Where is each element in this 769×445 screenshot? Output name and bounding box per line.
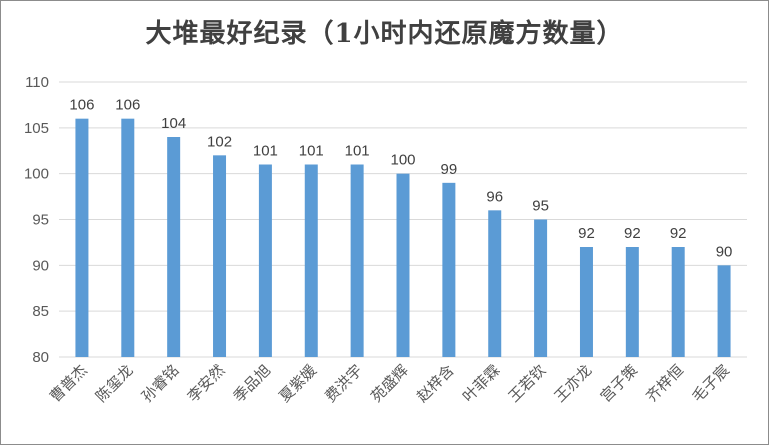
x-tick-label: 费洪宇	[321, 361, 366, 406]
x-tick-label: 曹普杰	[46, 361, 91, 406]
bar	[304, 164, 318, 357]
data-label: 106	[69, 97, 94, 114]
data-label: 104	[161, 115, 186, 132]
bar	[625, 247, 639, 357]
data-label: 106	[115, 97, 140, 114]
data-label: 99	[441, 161, 458, 178]
y-tick-label: 90	[32, 257, 49, 274]
y-tick-label: 105	[24, 120, 49, 137]
x-tick-label: 叶菲霖	[459, 361, 504, 406]
bar	[75, 118, 89, 358]
data-label: 100	[390, 152, 415, 169]
data-label: 96	[486, 188, 503, 205]
data-label: 101	[345, 143, 370, 160]
data-label: 92	[624, 225, 641, 242]
x-tick-label: 李安然	[184, 361, 229, 406]
bar	[213, 155, 227, 357]
bar	[488, 210, 502, 357]
x-tick-label: 王亦龙	[551, 361, 596, 406]
bar	[258, 164, 272, 357]
y-tick-label: 110	[25, 74, 49, 91]
data-label: 95	[532, 198, 549, 215]
bar	[167, 137, 181, 357]
x-tick-label: 宫子策	[597, 361, 642, 406]
bar	[534, 219, 548, 357]
x-tick-label: 季品旭	[230, 361, 275, 406]
y-tick-label: 80	[32, 349, 49, 366]
data-label: 102	[207, 133, 232, 150]
chart-title: 大堆最好纪录（1小时内还原魔方数量）	[145, 19, 624, 49]
data-label: 92	[670, 225, 687, 242]
x-tick-label: 毛子宸	[688, 361, 733, 406]
data-label: 92	[578, 225, 595, 242]
x-tick-label: 赵梓含	[413, 361, 458, 406]
y-tick-label: 100	[24, 166, 49, 183]
x-tick-label: 孙睿铭	[138, 361, 183, 406]
x-tick-label: 王若钦	[505, 361, 550, 406]
bar	[121, 118, 135, 358]
bar	[396, 173, 410, 357]
bar	[350, 164, 364, 357]
y-tick-label: 85	[32, 303, 49, 320]
x-tick-label: 陈玺龙	[92, 361, 137, 406]
bar	[671, 247, 685, 357]
data-label: 101	[253, 143, 278, 160]
bar	[442, 182, 456, 357]
y-tick-label: 95	[32, 212, 49, 229]
data-label: 90	[716, 243, 733, 260]
bar	[579, 247, 593, 357]
x-tick-label: 夏紫媛	[276, 361, 321, 406]
bar	[717, 265, 731, 357]
data-label: 101	[299, 143, 324, 160]
x-tick-label: 苑盛辉	[367, 361, 412, 406]
x-tick-label: 齐梓恒	[642, 361, 687, 406]
